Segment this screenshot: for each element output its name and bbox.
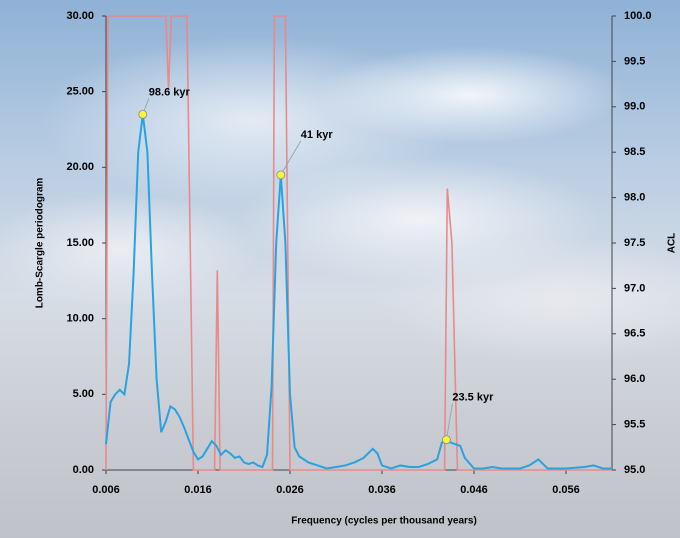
x-tick-label: 0.016 bbox=[184, 484, 212, 496]
chart: Frequency (cycles per thousand years) Lo… bbox=[0, 0, 680, 538]
y2-axis-title: ACL bbox=[667, 233, 678, 254]
y-tick-label: 25.00 bbox=[66, 86, 94, 98]
y2-tick-label: 96.5 bbox=[624, 328, 645, 340]
annotation-point bbox=[277, 171, 285, 179]
periodogram-line bbox=[106, 114, 612, 468]
x-tick-label: 0.006 bbox=[92, 484, 120, 496]
y2-tick-label: 97.5 bbox=[624, 237, 645, 249]
y-tick-label: 5.00 bbox=[73, 388, 94, 400]
y-tick-label: 30.00 bbox=[66, 10, 94, 22]
screenshot: Frequency (cycles per thousand years) Lo… bbox=[0, 0, 680, 538]
y2-tick-label: 99.5 bbox=[624, 55, 645, 67]
y2-tick-label: 95.0 bbox=[624, 464, 645, 476]
y2-tick-label: 99.0 bbox=[624, 101, 645, 113]
annotation-leader bbox=[446, 404, 452, 440]
y2-tick-label: 98.0 bbox=[624, 192, 645, 204]
y-tick-label: 15.00 bbox=[66, 237, 94, 249]
x-axis-title: Frequency (cycles per thousand years) bbox=[291, 516, 477, 527]
y2-tick-label: 97.0 bbox=[624, 282, 645, 294]
x-tick-label: 0.036 bbox=[368, 484, 396, 496]
y-tick-label: 0.00 bbox=[73, 464, 94, 476]
y2-tick-label: 96.0 bbox=[624, 373, 645, 385]
x-tick-label: 0.056 bbox=[552, 484, 580, 496]
acl-line bbox=[106, 16, 612, 470]
y2-tick-label: 100.0 bbox=[624, 10, 652, 22]
y-axis-title: Lomb-Scargle periodogram bbox=[35, 178, 46, 309]
y-tick-label: 10.00 bbox=[66, 313, 94, 325]
y2-tick-label: 95.5 bbox=[624, 419, 645, 431]
annotation-leader bbox=[281, 141, 301, 175]
annotation-label: 41 kyr bbox=[301, 129, 334, 141]
y2-tick-label: 98.5 bbox=[624, 146, 645, 158]
x-tick-label: 0.046 bbox=[460, 484, 488, 496]
y-tick-label: 20.00 bbox=[66, 161, 94, 173]
annotation-point bbox=[139, 110, 147, 118]
annotation-label: 23.5 kyr bbox=[452, 392, 494, 404]
annotation-point bbox=[442, 436, 450, 444]
annotation-label: 98.6 kyr bbox=[149, 86, 191, 98]
x-tick-label: 0.026 bbox=[276, 484, 304, 496]
